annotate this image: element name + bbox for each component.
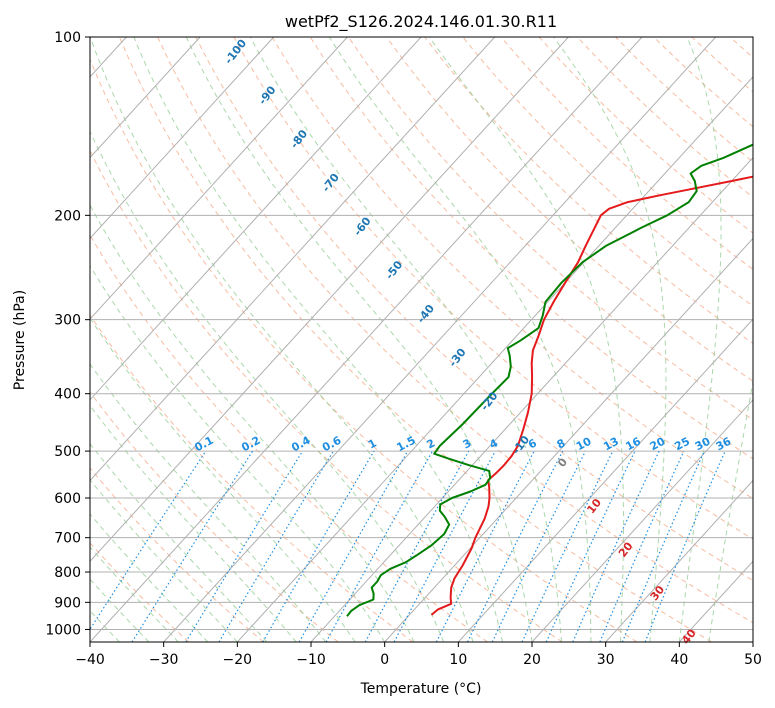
isotherm-line [90, 37, 496, 482]
moist-adiabat [90, 479, 238, 642]
dry-adiabat [347, 37, 753, 421]
dry-adiabat [90, 467, 264, 642]
isotherm-line [531, 399, 753, 642]
x-tick-label: −30 [149, 652, 179, 668]
grid-layer [90, 37, 753, 642]
mixing-ratio-label: 10 [574, 434, 594, 453]
mixing-ratio-line [466, 450, 564, 642]
x-tick-label: −20 [223, 652, 253, 668]
y-tick-label: 1000 [45, 622, 81, 638]
mixing-ratio-line [131, 450, 254, 642]
y-tick-label: 100 [54, 30, 81, 46]
moist-adiabat [428, 37, 624, 642]
moist-adiabat [678, 37, 722, 642]
moist-adiabat [328, 37, 592, 642]
tick-layer: −40 −30 −20 −10 0 10 20 30 40 50 1000 900 800 700 600 5… [45, 30, 762, 668]
y-axis-title: Pressure (hPa) [12, 290, 28, 390]
mixing-ratio-line [393, 450, 496, 642]
isotherm-line [90, 37, 569, 563]
isotherm-line [90, 37, 201, 159]
dry-adiabat [462, 37, 753, 307]
chart-title: wetPf2_S126.2024.146.01.30.R11 [285, 12, 557, 32]
moist-adiabat [90, 363, 327, 642]
isotherm-line [310, 156, 753, 642]
isotherm-line [90, 37, 348, 320]
x-tick-label: 0 [380, 652, 389, 668]
moist-adiabat [249, 37, 562, 642]
y-tick-label: 600 [54, 491, 81, 507]
moist-adiabat [90, 37, 474, 642]
x-tick-label: 40 [670, 652, 688, 668]
moist-adiabat [708, 378, 753, 642]
data-layer [346, 143, 753, 617]
dry-adiabat [90, 234, 488, 642]
mixing-ratio-line [90, 450, 207, 631]
moist-adiabat [90, 204, 415, 642]
moist-adiabat [90, 264, 386, 642]
moist-adiabat [90, 317, 356, 642]
moist-adiabat [90, 130, 445, 642]
x-tick-label: −40 [75, 652, 105, 668]
moist-adiabat [553, 37, 667, 642]
mixing-ratio-label: 20 [648, 434, 668, 453]
mixing-ratio-label: 30 [693, 435, 713, 454]
isotherm-line [236, 76, 753, 642]
moist-adiabat [90, 513, 209, 642]
moist-adiabat [90, 404, 297, 642]
x-tick-label: 10 [449, 652, 467, 668]
isotherm-line [90, 37, 422, 401]
x-axis-title: Temperature (°C) [360, 681, 482, 697]
mixing-ratio-line [185, 450, 304, 642]
x-tick-label: 50 [744, 652, 762, 668]
temperature-profile-line [430, 175, 753, 616]
mixing-ratio-label: 13 [601, 435, 621, 454]
y-tick-label: 500 [54, 444, 81, 460]
isotherm-line [384, 237, 753, 642]
x-tick-label: −10 [296, 652, 326, 668]
dewpoint-profile-line [346, 143, 753, 617]
moist-adiabat [90, 546, 179, 642]
moist-adiabat [90, 443, 268, 642]
mixing-ratio-line [364, 450, 470, 642]
mixing-ratio-line [599, 450, 685, 642]
mixing-ratio-label: 16 [623, 435, 643, 454]
dry-adiabat [195, 37, 753, 582]
y-tick-label: 400 [54, 387, 81, 403]
dry-adiabat [271, 37, 753, 500]
mixing-ratio-label: 25 [672, 435, 692, 454]
isotherm-line [90, 37, 275, 240]
plot-frame [89, 36, 754, 643]
moist-adiabat [133, 37, 503, 642]
isotherm-line [457, 318, 753, 642]
mixing-ratio-line [644, 450, 726, 642]
mixing-ratio-label: 36 [714, 435, 734, 454]
dry-adiabat [90, 149, 563, 642]
mixing-ratio-line [572, 450, 660, 642]
y-tick-label: 800 [54, 565, 81, 581]
mixing-ratio-line [325, 450, 434, 642]
y-tick-label: 700 [54, 531, 81, 547]
mixing-ratio-line [621, 450, 705, 642]
y-tick-label: 200 [54, 208, 81, 224]
dry-adiabat [386, 37, 753, 382]
isotherm-line [90, 37, 643, 642]
moist-adiabat [90, 578, 150, 642]
y-tick-label: 900 [54, 595, 81, 611]
dry-adiabat [157, 37, 753, 624]
isotherm-line [605, 479, 753, 642]
y-tick-label: 300 [54, 313, 81, 329]
isotherm-line [163, 37, 717, 642]
x-tick-label: 20 [523, 652, 541, 668]
x-tick-label: 30 [597, 652, 615, 668]
